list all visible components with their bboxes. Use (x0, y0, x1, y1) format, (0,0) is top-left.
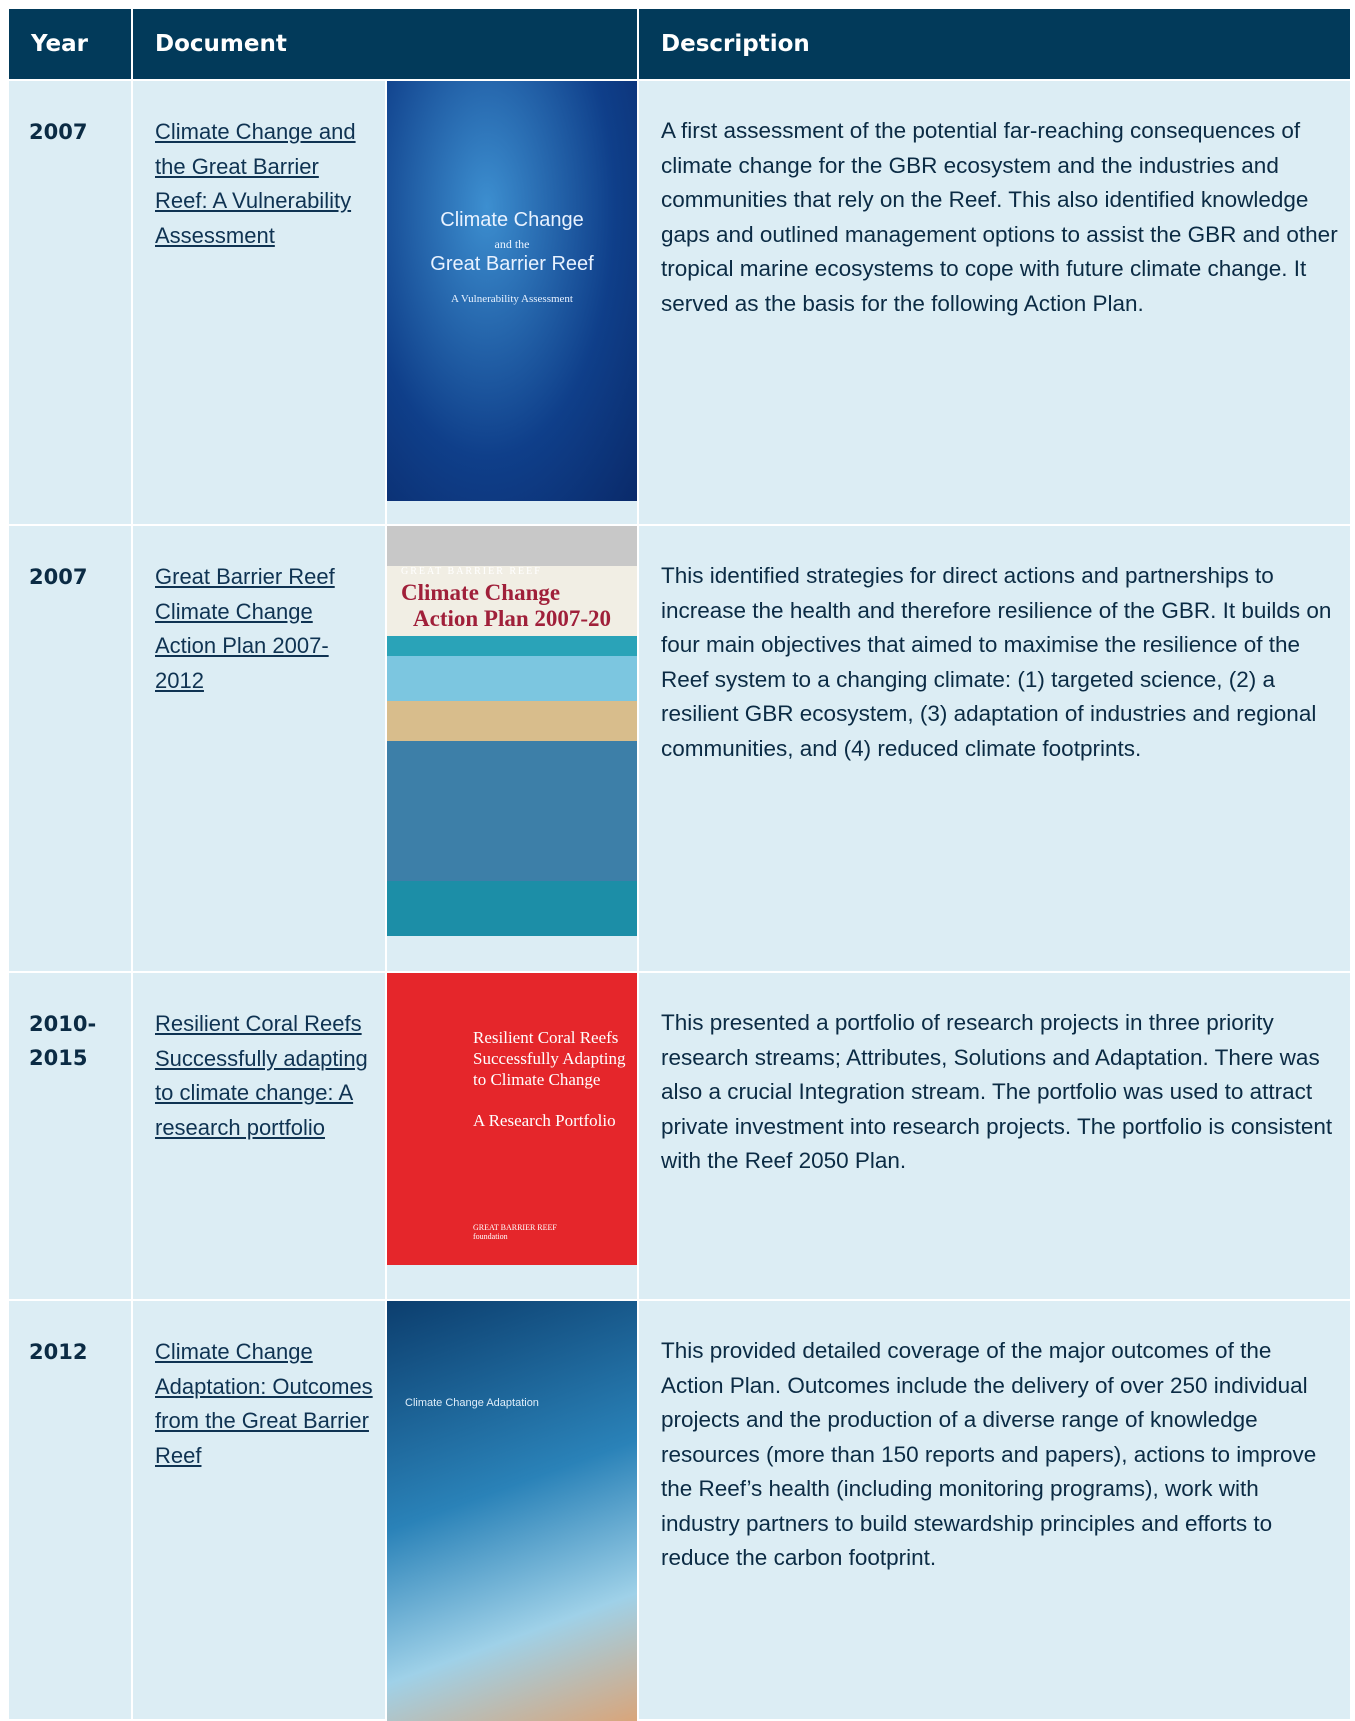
description: This identified strategies for direct ac… (661, 563, 1332, 761)
year-cell: 2007 (9, 526, 133, 971)
document-cell: Climate Change and the Great Barrier Ree… (133, 81, 387, 524)
document-link[interactable]: Climate Change Adaptation: Outcomes from… (155, 1339, 373, 1468)
cover-cell: GREAT BARRIER REEF Climate Change Action P… (387, 526, 639, 971)
header-cell: Document (133, 9, 639, 79)
description: This provided detailed coverage of the m… (661, 1338, 1317, 1570)
cover-text: Climate Change Adaptation (405, 1397, 539, 1409)
year: 2007 (29, 120, 88, 144)
cover-text: Resilient Coral Reefs Successfully Adapt… (473, 1028, 626, 1089)
cover-cell: Resilient Coral Reefs Successfully Adapt… (387, 973, 639, 1299)
document-cell: Great Barrier Reef Climate Change Action… (133, 526, 387, 971)
cover-text: A Research Portfolio (473, 1111, 616, 1130)
cover-image: GREAT BARRIER REEF Climate Change Action P… (387, 526, 637, 936)
table: Year Document Description 2007 Climate Ch… (9, 9, 1350, 1721)
description: A first assessment of the potential far-… (661, 118, 1338, 316)
cover-text: and the (494, 237, 530, 251)
cover-text: A Vulnerability Assessment (451, 293, 573, 305)
table-row: 2007 Climate Change and the Great Barrier… (9, 81, 1350, 526)
cover-image: Resilient Coral Reefs Successfully Adapt… (387, 973, 637, 1265)
year-cell: 2010- 2015 (9, 973, 133, 1299)
year: 2007 (29, 565, 88, 589)
cover-text: Climate Change (440, 209, 584, 231)
header-cell: Year (9, 9, 133, 79)
year: 2010- (29, 1012, 97, 1036)
table-row: 2007 Great Barrier Reef Climate Change Ac… (9, 526, 1350, 973)
document-link[interactable]: Resilient Coral Reefs Successfully adapt… (155, 1011, 368, 1140)
cover-text: GREAT BARRIER REEF foundation (473, 1223, 557, 1241)
table-row: 2010- 2015 Resilient Coral Reefs Successfu… (9, 973, 1350, 1301)
description-cell: This identified strategies for direct ac… (639, 526, 1350, 971)
cover-cell: Climate Change and the Great Barrier Reef A… (387, 81, 639, 524)
year: 2015 (29, 1046, 88, 1070)
cover-text: Great Barrier Reef (430, 253, 594, 275)
cover-image: Climate Change Adaptation (387, 1301, 637, 1721)
table-row: 2012 Climate Change Adaptation: Outcomes … (9, 1301, 1350, 1721)
cover-text: GREAT BARRIER REEF (401, 566, 542, 577)
year: 2012 (29, 1340, 88, 1364)
cover-image: Climate Change and the Great Barrier Reef A… (387, 81, 637, 501)
document-cell: Climate Change Adaptation: Outcomes from… (133, 1301, 387, 1719)
cover-cell: Climate Change Adaptation (387, 1301, 639, 1721)
header-row: Year Document Description (9, 9, 1350, 81)
cover-text: Climate Change (401, 580, 561, 605)
document-cell: Resilient Coral Reefs Successfully adapt… (133, 973, 387, 1299)
year-cell: 2007 (9, 81, 133, 524)
header-cell: Description (661, 31, 810, 57)
cover-text: Action Plan 2007-20 (413, 606, 612, 631)
description: This presented a portfolio of research p… (661, 1010, 1333, 1173)
document-link[interactable]: Great Barrier Reef Climate Change Action… (155, 564, 335, 693)
document-link[interactable]: Climate Change and the Great Barrier Ree… (155, 119, 356, 248)
year-cell: 2012 (9, 1301, 133, 1719)
description-cell: This provided detailed coverage of the m… (639, 1301, 1350, 1719)
description-cell: This presented a portfolio of research p… (639, 973, 1350, 1299)
description-cell: A first assessment of the potential far-… (639, 81, 1350, 524)
